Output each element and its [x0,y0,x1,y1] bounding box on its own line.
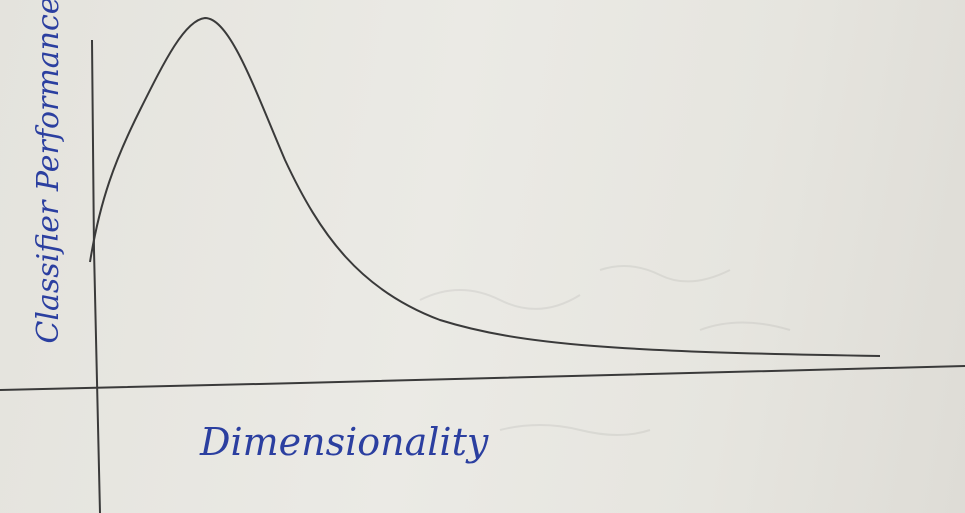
performance-curve [90,18,880,356]
y-axis-label: Classifier Performance [31,0,66,344]
paper-texture [420,266,790,435]
y-axis [92,40,100,513]
sketch-photo: Dimensionality Classifier Performance [0,0,965,513]
x-axis [0,366,965,390]
x-axis-label: Dimensionality [199,420,489,464]
sketch: Dimensionality Classifier Performance [0,0,965,513]
